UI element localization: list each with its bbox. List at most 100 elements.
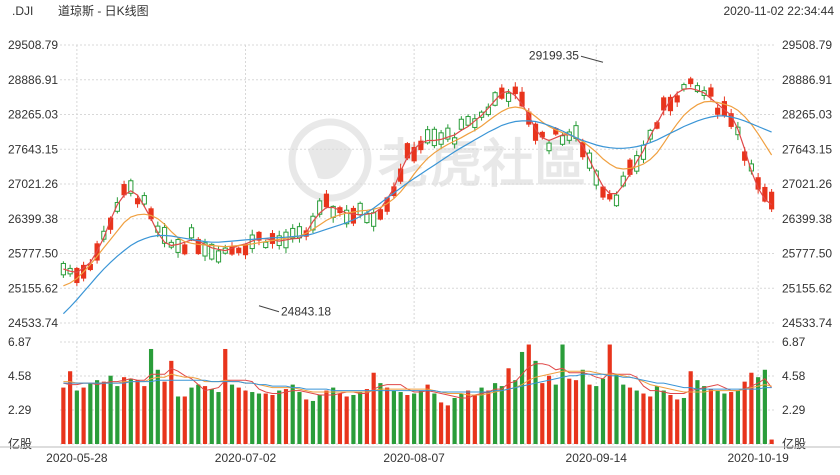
axes: 29508.79 29508.79 28886.91 28886.91 28265.03… — [0, 38, 840, 465]
candle-body — [634, 155, 640, 172]
volume-bar — [432, 393, 437, 444]
candle-body — [344, 209, 350, 225]
volume-bar — [600, 378, 606, 444]
volume-bar — [553, 384, 558, 444]
candle-body — [209, 243, 215, 260]
y-tick-label-left: 25777.50 — [8, 247, 58, 261]
volume-bar — [385, 387, 390, 444]
volume-tick-label-left: 2.29 — [8, 403, 32, 417]
volume-ma-line-3 — [63, 373, 772, 393]
volume-bar — [425, 384, 430, 444]
volume-bar — [169, 360, 174, 444]
candle-body — [371, 212, 377, 227]
volume-bar — [175, 396, 181, 444]
volume-bar — [742, 381, 747, 444]
volume-bar — [418, 390, 423, 444]
y-tick-label-right: 27643.15 — [782, 142, 832, 156]
volume-bar — [74, 390, 79, 444]
candle-body — [769, 191, 775, 210]
candle-body — [148, 208, 154, 220]
volume-bar — [492, 383, 498, 444]
volume-bar — [358, 392, 363, 444]
volume-bar — [128, 378, 133, 444]
volume-bar — [155, 369, 160, 444]
volume-bar — [573, 380, 579, 444]
candle-body — [512, 86, 518, 95]
volume-bar — [162, 381, 167, 444]
volume-bar — [756, 377, 761, 444]
x-tick-label: 2020-08-07 — [383, 451, 445, 465]
volume-bar — [499, 386, 504, 444]
volume-bar — [661, 390, 666, 444]
volume-bar — [324, 390, 329, 444]
volume-bar — [479, 387, 484, 444]
candle-body — [445, 127, 451, 140]
candle-body — [350, 207, 357, 224]
volume-bar — [101, 381, 106, 444]
volume-bar — [182, 396, 187, 444]
volume-bar — [250, 392, 255, 444]
volume-bar — [290, 384, 295, 444]
volume-bar — [270, 395, 275, 444]
volume-bar — [513, 380, 518, 444]
candle-body — [519, 91, 525, 107]
y-tick-label-right: 26399.38 — [782, 212, 832, 226]
volume-bar — [762, 369, 767, 444]
volume-bar — [472, 395, 477, 444]
volume-bar — [506, 368, 511, 444]
candle-body — [425, 129, 431, 144]
volume-bar — [256, 393, 262, 444]
candle-body — [715, 107, 721, 115]
volume-bar — [688, 371, 693, 444]
volume-bar — [452, 397, 457, 444]
y-tick-label-right: 28265.03 — [782, 108, 832, 122]
candle-body — [694, 85, 701, 93]
volume-bar — [519, 351, 525, 444]
volume-bar — [567, 378, 572, 444]
volume-bar — [708, 389, 714, 444]
candle-body — [492, 92, 498, 106]
volume-bar — [648, 396, 653, 444]
candle-body — [114, 202, 120, 212]
volume-ma-line-1 — [63, 363, 772, 399]
candle-body — [269, 233, 276, 244]
volume-bar — [614, 374, 619, 444]
volume-bar — [675, 399, 680, 444]
candle-body — [607, 193, 613, 200]
volume-bar — [277, 390, 282, 444]
volume-bar — [263, 393, 268, 444]
y-tick-label-right: 27021.26 — [782, 177, 832, 191]
y-tick-label-right: 24533.74 — [782, 316, 832, 330]
volume-bar — [729, 392, 734, 444]
volume-bar — [88, 383, 93, 444]
candle-body — [546, 142, 552, 152]
volume-bar — [533, 360, 538, 444]
x-tick-label: 2020-10-19 — [727, 451, 789, 465]
volume-bar — [81, 387, 86, 444]
volume-tick-label-left: 亿股 — [8, 436, 32, 451]
volume-tick-label-right: 2.29 — [782, 403, 806, 417]
candle-body — [613, 194, 620, 207]
candle-body — [121, 184, 127, 196]
x-tick-label: 2020-07-02 — [215, 451, 277, 465]
ma-line-ma10 — [63, 100, 773, 287]
candle-body — [101, 230, 107, 240]
volume-bar — [439, 402, 444, 444]
y-tick-label-left: 29508.79 — [8, 38, 58, 52]
candle-body — [128, 180, 134, 194]
y-tick-label-left: 28265.03 — [8, 108, 58, 122]
volume-bar — [641, 393, 646, 444]
volume-bar — [526, 344, 531, 444]
volume-bar — [371, 372, 376, 444]
candle-body — [215, 250, 222, 263]
candle-body — [256, 231, 262, 241]
candle-body — [357, 202, 363, 216]
y-tick-label-right: 25777.50 — [782, 247, 832, 261]
y-tick-label-right: 25155.62 — [782, 281, 832, 295]
candle-body — [141, 195, 147, 205]
volume-bar — [202, 386, 208, 444]
volume-bar — [540, 383, 545, 444]
volume-bar — [61, 387, 66, 444]
